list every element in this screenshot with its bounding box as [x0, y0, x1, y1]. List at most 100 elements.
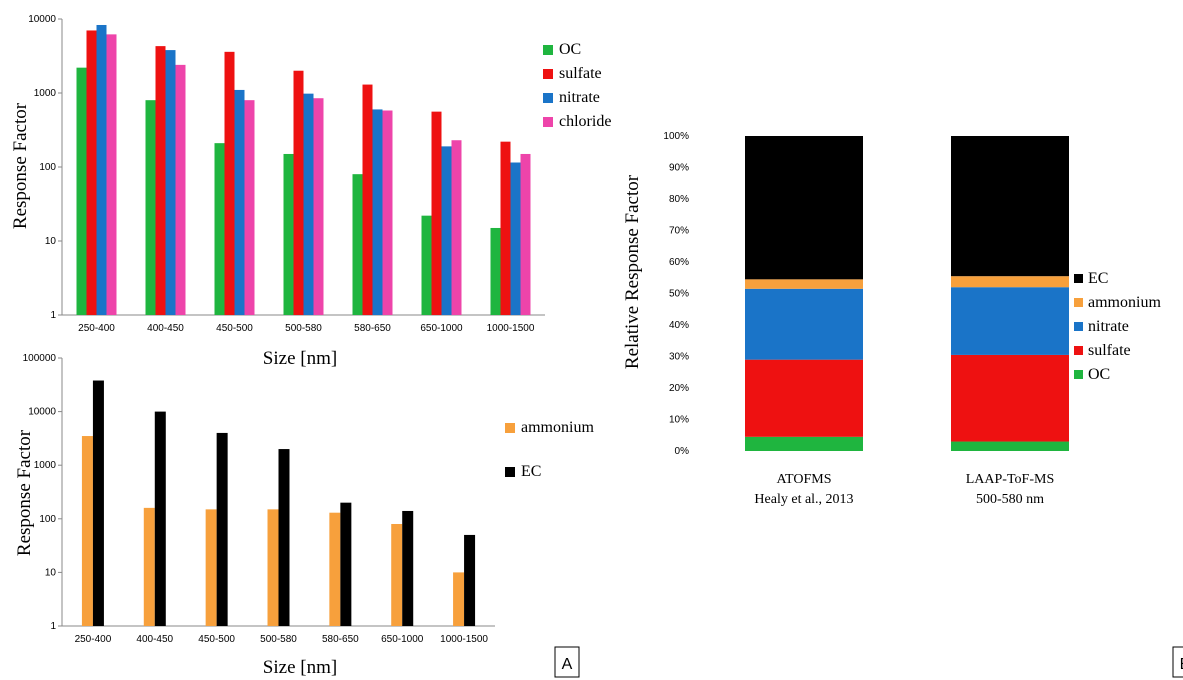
- y-tick-label: 1: [50, 621, 56, 632]
- legend-label-ammonium: ammonium: [521, 419, 594, 436]
- bar-OC-1000-1500: [490, 227, 501, 315]
- bar-chloride-450-500: [244, 100, 255, 315]
- y-tick-label: 80%: [669, 194, 689, 205]
- category-label-line2: 500-580 nm: [976, 492, 1044, 507]
- stack-OC-0: [745, 436, 863, 451]
- y-tick-label: 100000: [23, 353, 57, 364]
- bar-OC-500-580: [283, 153, 294, 315]
- legend-label-EC: EC: [521, 463, 541, 480]
- bar-OC-450-500: [214, 143, 225, 315]
- stack-nitrate-1: [951, 287, 1069, 355]
- chart-top-left: Response Factor Size [nm] OC sulfate nitra…: [10, 14, 611, 369]
- stack-EC-0: [745, 136, 863, 280]
- y-tick-label: 40%: [669, 320, 689, 331]
- panel-a-label: A: [562, 656, 573, 673]
- y-tick-label: 100%: [663, 131, 689, 142]
- x-tick-label: 1000-1500: [440, 634, 488, 645]
- bar-nitrate-250-400: [96, 24, 107, 315]
- legend-swatch-chloride: [543, 117, 553, 127]
- bar-chloride-650-1000: [451, 140, 462, 315]
- x-tick-label: 450-500: [198, 634, 235, 645]
- bar-sulfate-650-1000: [431, 111, 442, 315]
- y-tick-label: 10000: [28, 14, 56, 25]
- category-label-line1: ATOFMS: [777, 472, 832, 487]
- chart-bottom-xlabel: Size [nm]: [263, 657, 337, 678]
- x-tick-label: 1000-1500: [487, 323, 535, 334]
- bar-ammonium-400-450: [143, 507, 155, 626]
- bar-nitrate-580-650: [372, 109, 383, 315]
- chart-top-legend: OC sulfate nitrate chloride: [543, 41, 611, 130]
- panel-a-box: [554, 646, 580, 678]
- bar-EC-400-450: [154, 411, 166, 626]
- chart-top-ylabel: Response Factor: [10, 102, 31, 229]
- legend-label-OC: OC: [559, 41, 581, 58]
- y-tick-label: 10%: [669, 415, 689, 426]
- y-tick-label: 1000: [34, 88, 57, 99]
- chart-right-legend: EC ammonium nitrate sulfate OC: [1074, 270, 1161, 383]
- y-tick-label: 1000: [34, 460, 57, 471]
- stack-OC-1: [951, 441, 1069, 451]
- bar-sulfate-1000-1500: [500, 141, 511, 315]
- y-tick-label: 10: [45, 236, 57, 247]
- chart-right-ylabel: Relative Response Factor: [622, 174, 643, 369]
- y-tick-label: 10: [45, 567, 57, 578]
- bar-EC-1000-1500: [464, 534, 476, 626]
- legend-swatch-ammonium: [1074, 298, 1083, 307]
- legend-swatch-OC: [543, 45, 553, 55]
- legend-swatch-ammonium: [505, 423, 515, 433]
- category-label-line1: LAAP-ToF-MS: [966, 472, 1054, 487]
- bar-chloride-1000-1500: [520, 153, 531, 315]
- bar-ammonium-500-580: [267, 509, 279, 626]
- bar-ammonium-450-500: [205, 509, 217, 626]
- panel-b-label: B: [1180, 656, 1183, 673]
- bar-EC-500-580: [278, 449, 290, 626]
- bar-nitrate-1000-1500: [510, 162, 521, 315]
- y-tick-label: 100: [39, 162, 56, 173]
- legend-label-EC: EC: [1088, 270, 1108, 287]
- x-tick-label: 400-450: [147, 323, 184, 334]
- y-tick-label: 30%: [669, 352, 689, 363]
- bar-OC-400-450: [145, 100, 156, 315]
- bar-ammonium-250-400: [81, 436, 93, 626]
- bar-chloride-500-580: [313, 98, 324, 316]
- category-label-line2: Healy et al., 2013: [754, 492, 853, 507]
- stack-ammonium-1: [951, 276, 1069, 288]
- bar-chloride-250-400: [106, 34, 117, 316]
- y-tick-label: 20%: [669, 383, 689, 394]
- y-tick-label: 60%: [669, 257, 689, 268]
- x-tick-label: 650-1000: [420, 323, 463, 334]
- chart-top-xlabel: Size [nm]: [263, 348, 337, 369]
- legend-label-sulfate: sulfate: [1088, 342, 1131, 359]
- x-tick-label: 500-580: [260, 634, 297, 645]
- bar-nitrate-500-580: [303, 93, 314, 316]
- bar-nitrate-450-500: [234, 89, 245, 315]
- chart-bottom-ylabel: Response Factor: [14, 429, 35, 556]
- bar-ammonium-650-1000: [391, 523, 403, 626]
- x-tick-label: 250-400: [75, 634, 112, 645]
- legend-label-nitrate: nitrate: [1088, 318, 1129, 335]
- legend-label-OC: OC: [1088, 366, 1110, 383]
- x-tick-label: 650-1000: [381, 634, 424, 645]
- bar-sulfate-400-450: [155, 46, 166, 316]
- y-tick-label: 10000: [28, 407, 56, 418]
- y-tick-label: 0%: [675, 446, 690, 457]
- legend-swatch-sulfate: [543, 69, 553, 79]
- bar-EC-250-400: [92, 380, 104, 626]
- x-tick-label: 580-650: [322, 634, 359, 645]
- chart-bottom-left: Response Factor Size [nm] ammonium EC 1 10…: [14, 353, 594, 678]
- bar-nitrate-400-450: [165, 50, 176, 316]
- legend-label-ammonium: ammonium: [1088, 294, 1161, 311]
- y-tick-label: 90%: [669, 163, 689, 174]
- bar-chloride-400-450: [175, 64, 186, 315]
- bar-nitrate-650-1000: [441, 146, 452, 315]
- legend-swatch-nitrate: [1074, 322, 1083, 331]
- bar-EC-650-1000: [402, 510, 414, 626]
- chart-right-stacked: Relative Response Factor EC ammonium nitra…: [622, 131, 1161, 507]
- legend-swatch-EC: [1074, 274, 1083, 283]
- chart-bottom-legend: ammonium EC: [505, 419, 594, 480]
- y-tick-label: 70%: [669, 226, 689, 237]
- bar-OC-650-1000: [421, 215, 432, 315]
- bar-sulfate-580-650: [362, 84, 373, 315]
- stack-EC-1: [951, 136, 1069, 277]
